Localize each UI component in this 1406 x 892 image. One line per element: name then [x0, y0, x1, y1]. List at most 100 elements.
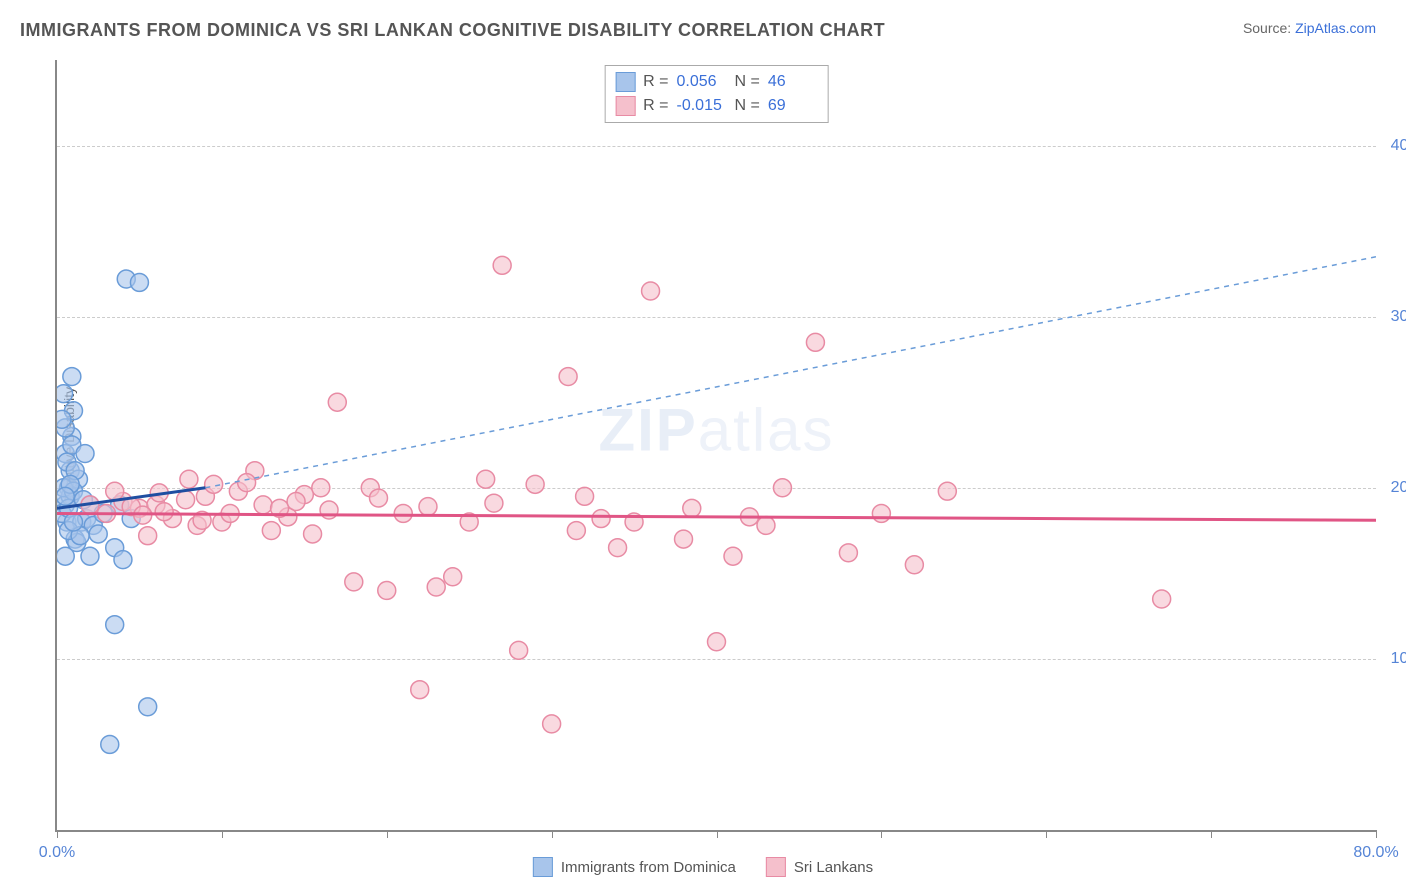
plot-area: ZIPatlas R = 0.056 N = 46 R = -0.015 N =…	[55, 60, 1376, 832]
data-point	[938, 482, 956, 500]
data-point	[757, 516, 775, 534]
data-point	[510, 641, 528, 659]
data-point	[370, 489, 388, 507]
data-point	[394, 504, 412, 522]
y-tick-label: 20.0%	[1391, 479, 1406, 497]
data-point	[139, 698, 157, 716]
scatter-plot-svg	[57, 60, 1376, 830]
legend-swatch	[615, 96, 635, 116]
data-point	[675, 530, 693, 548]
legend-item: Sri Lankans	[766, 857, 873, 877]
data-point	[427, 578, 445, 596]
data-point	[81, 547, 99, 565]
regression-line	[57, 513, 1376, 520]
data-point	[411, 681, 429, 699]
data-point	[254, 496, 272, 514]
data-point	[642, 282, 660, 300]
data-point	[724, 547, 742, 565]
extrapolation-line	[205, 257, 1376, 488]
data-point	[444, 568, 462, 586]
data-point	[106, 482, 124, 500]
n-value: 46	[768, 73, 818, 91]
data-point	[592, 510, 610, 528]
data-point	[130, 273, 148, 291]
data-point	[139, 527, 157, 545]
data-point	[57, 385, 73, 403]
x-tick	[1046, 830, 1047, 838]
data-point	[543, 715, 561, 733]
data-point	[180, 470, 198, 488]
legend-item: Immigrants from Dominica	[533, 857, 736, 877]
x-tick	[57, 830, 58, 838]
data-point	[57, 487, 74, 505]
data-point	[345, 573, 363, 591]
x-tick	[1376, 830, 1377, 838]
data-point	[57, 547, 74, 565]
data-point	[526, 475, 544, 493]
data-point	[378, 581, 396, 599]
legend-swatch	[533, 857, 553, 877]
x-tick	[387, 830, 388, 838]
data-point	[238, 474, 256, 492]
data-point	[155, 503, 173, 521]
data-point	[65, 513, 83, 531]
data-point	[287, 492, 305, 510]
data-point	[114, 551, 132, 569]
data-point	[839, 544, 857, 562]
data-point	[177, 491, 195, 509]
data-point	[567, 522, 585, 540]
data-point	[106, 616, 124, 634]
data-point	[304, 525, 322, 543]
r-value: 0.056	[677, 73, 727, 91]
chart-container: IMMIGRANTS FROM DOMINICA VS SRI LANKAN C…	[0, 0, 1406, 892]
data-point	[262, 522, 280, 540]
data-point	[609, 539, 627, 557]
stats-row: R = 0.056 N = 46	[615, 70, 818, 94]
x-tick-label: 80.0%	[1353, 844, 1398, 862]
r-value: -0.015	[677, 97, 727, 115]
r-label: R =	[643, 73, 668, 91]
data-point	[493, 256, 511, 274]
stats-row: R = -0.015 N = 69	[615, 94, 818, 118]
data-point	[89, 525, 107, 543]
data-point	[905, 556, 923, 574]
data-point	[419, 498, 437, 516]
legend-label: Sri Lankans	[794, 859, 873, 876]
source-attribution: Source: ZipAtlas.com	[1243, 20, 1376, 36]
x-tick	[717, 830, 718, 838]
data-point	[559, 368, 577, 386]
data-point	[806, 333, 824, 351]
n-label: N =	[735, 97, 760, 115]
x-tick-label: 0.0%	[39, 844, 75, 862]
data-point	[477, 470, 495, 488]
source-label: Source:	[1243, 20, 1291, 36]
data-point	[485, 494, 503, 512]
y-tick-label: 30.0%	[1391, 308, 1406, 326]
legend-swatch	[615, 72, 635, 92]
data-point	[1153, 590, 1171, 608]
y-tick-label: 40.0%	[1391, 137, 1406, 155]
source-link[interactable]: ZipAtlas.com	[1295, 20, 1376, 36]
x-tick	[552, 830, 553, 838]
legend-label: Immigrants from Dominica	[561, 859, 736, 876]
chart-title: IMMIGRANTS FROM DOMINICA VS SRI LANKAN C…	[20, 20, 885, 41]
x-tick	[1211, 830, 1212, 838]
data-point	[872, 504, 890, 522]
n-label: N =	[735, 73, 760, 91]
data-point	[63, 368, 81, 386]
n-value: 69	[768, 97, 818, 115]
data-point	[312, 479, 330, 497]
bottom-legend: Immigrants from Dominica Sri Lankans	[533, 857, 873, 877]
data-point	[328, 393, 346, 411]
data-point	[708, 633, 726, 651]
data-point	[57, 410, 71, 428]
data-point	[576, 487, 594, 505]
data-point	[773, 479, 791, 497]
r-label: R =	[643, 97, 668, 115]
data-point	[683, 499, 701, 517]
x-tick	[881, 830, 882, 838]
stats-legend-box: R = 0.056 N = 46 R = -0.015 N = 69	[604, 65, 829, 123]
x-tick	[222, 830, 223, 838]
data-point	[76, 445, 94, 463]
data-point	[101, 735, 119, 753]
